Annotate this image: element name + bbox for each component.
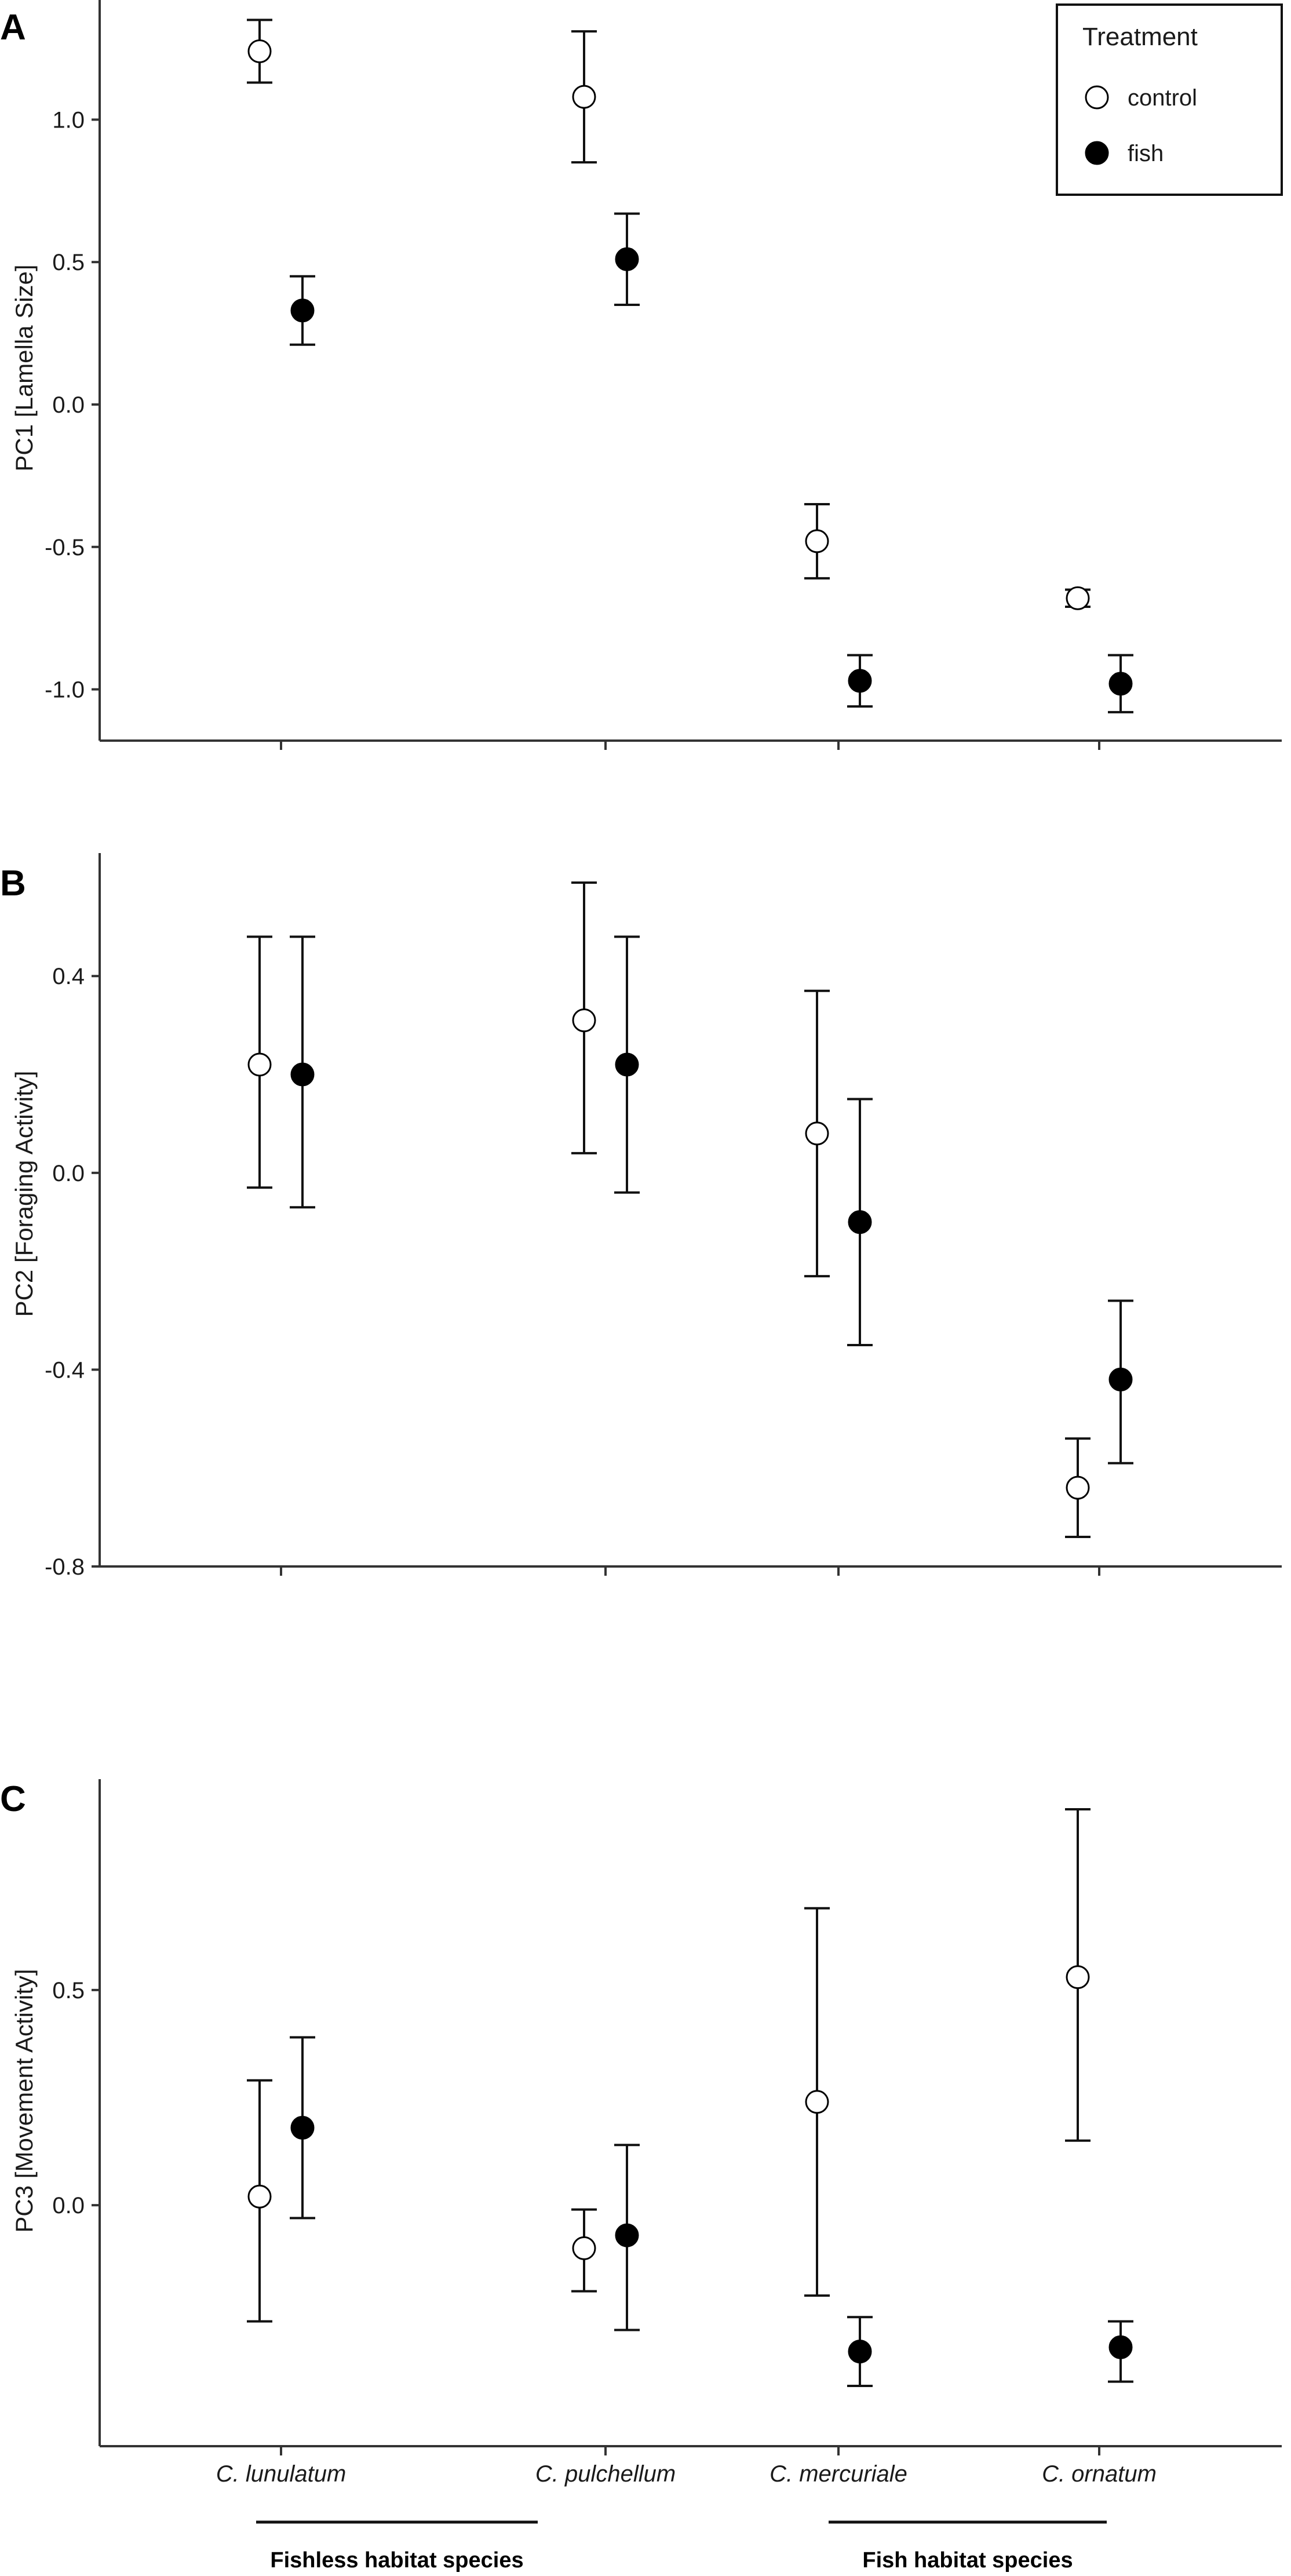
point-fish	[1108, 1367, 1133, 1391]
point-control	[1066, 1475, 1090, 1500]
y-axis-title: PC1 [Lamella Size]	[10, 264, 38, 471]
species-groups: Fishless habitat species Fish habitat spe…	[256, 2520, 1107, 2573]
point-fish	[848, 669, 872, 693]
panel-letter: C	[0, 1779, 26, 1819]
panel-c: C 0.0 0.5 PC3 [Movement Activity] C. lunulat…	[0, 1779, 1282, 2487]
point-fish	[290, 2115, 315, 2140]
panel-a: A -1.0 -0.5 0.0 0.5 1.0 PC1 [Lamella Size]	[0, 0, 1282, 750]
x-category-label: C. ornatum	[1042, 2461, 1157, 2487]
x-category-label: C. lunulatum	[216, 2461, 347, 2487]
y-tick-label: 0.4	[52, 964, 85, 989]
y-tick-label: 1.0	[52, 107, 85, 133]
legend-label-control: control	[1128, 85, 1197, 111]
y-tick-label: -0.4	[45, 1357, 85, 1383]
point-fish	[615, 2223, 639, 2247]
group-label: Fishless habitat species	[270, 2548, 523, 2573]
y-tick-label: 0.0	[52, 2193, 85, 2218]
point-fish	[848, 1210, 872, 1234]
y-tick-label: 0.5	[52, 250, 85, 275]
group-label: Fish habitat species	[862, 2548, 1073, 2573]
point-control	[805, 529, 829, 553]
legend: Treatment control fish	[1056, 3, 1283, 196]
point-control	[805, 2090, 829, 2114]
y-axis-title: PC3 [Movement Activity]	[10, 1969, 38, 2232]
point-control	[572, 1008, 596, 1033]
point-fish	[290, 1062, 315, 1087]
point-control	[572, 85, 596, 109]
point-control	[1066, 1965, 1090, 1990]
point-control	[572, 2236, 596, 2260]
point-fish	[848, 2340, 872, 2364]
panel-letter: B	[0, 863, 26, 903]
legend-label-fish: fish	[1128, 141, 1164, 166]
legend-title: Treatment	[1082, 23, 1198, 51]
legend-marker-fish	[1085, 141, 1109, 165]
x-category-label: C. mercuriale	[770, 2461, 907, 2487]
y-tick-label: 0.0	[52, 392, 85, 418]
panel-letter: A	[0, 8, 26, 48]
y-axis-title: PC2 [Foraging Activity]	[10, 1071, 38, 1317]
x-category-label: C. pulchellum	[535, 2461, 676, 2487]
point-control	[247, 1052, 272, 1077]
panel-b: B -0.8 -0.4 0.0 0.4 PC2 [Foraging Activity]	[0, 853, 1282, 1580]
point-fish	[1108, 672, 1133, 696]
point-control	[247, 2184, 272, 2209]
y-tick-label: -0.5	[45, 535, 85, 560]
point-fish	[290, 298, 315, 323]
point-fish	[615, 1052, 639, 1077]
y-tick-label: 0.5	[52, 1978, 85, 2003]
y-tick-label: -0.8	[45, 1554, 85, 1580]
point-fish	[1108, 2335, 1133, 2359]
point-control	[805, 1121, 829, 1146]
point-control	[247, 39, 272, 63]
y-tick-label: -1.0	[45, 677, 85, 703]
point-fish	[615, 247, 639, 271]
point-control	[1066, 586, 1090, 610]
y-tick-label: 0.0	[52, 1161, 85, 1186]
legend-marker-control	[1085, 85, 1109, 110]
